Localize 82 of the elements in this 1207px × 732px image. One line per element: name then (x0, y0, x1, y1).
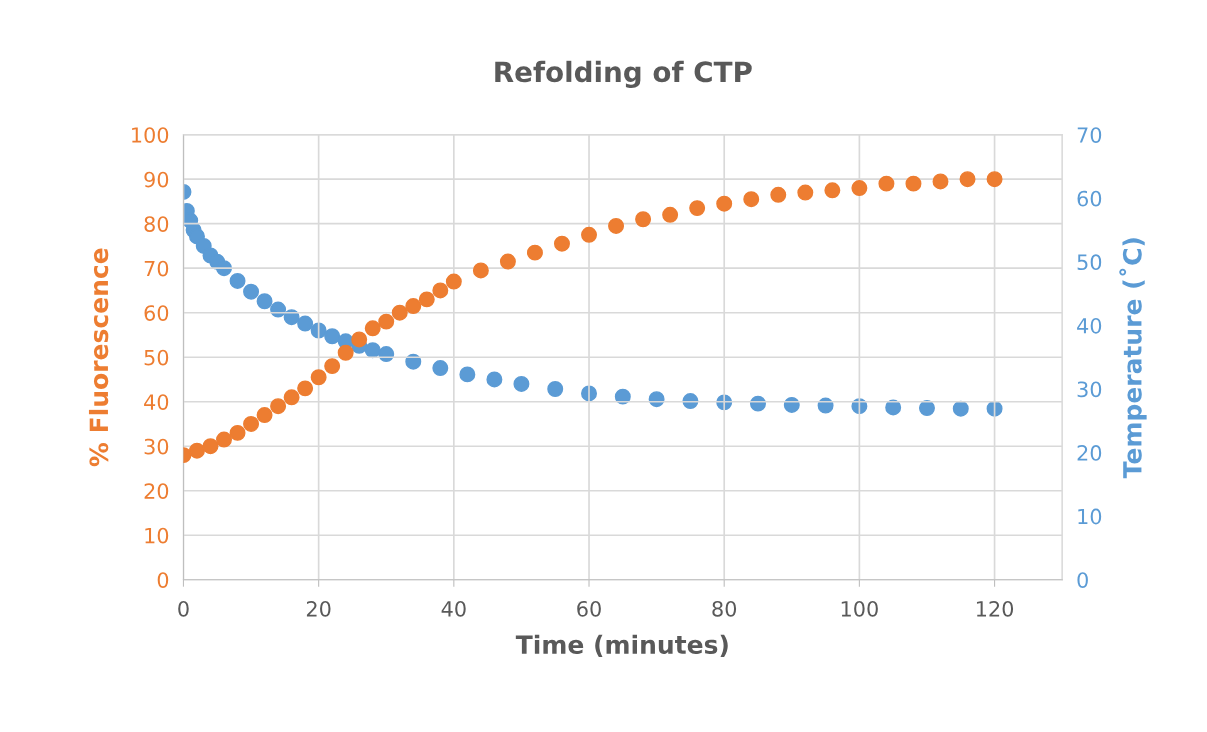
y-tick-label: 40 (144, 394, 169, 410)
x-tick-label: 120 (976, 600, 1014, 617)
y-tick-label: 100 (132, 127, 169, 143)
point (243, 283, 260, 300)
point (918, 400, 935, 417)
point (952, 400, 969, 417)
point (905, 175, 922, 192)
y2-tick-label: 70 (1077, 127, 1102, 143)
point (743, 191, 760, 208)
point (608, 217, 625, 234)
point (554, 235, 570, 252)
point (432, 282, 449, 299)
point (689, 200, 706, 217)
point (283, 389, 300, 406)
point (216, 431, 232, 448)
x-tick-label: 40 (441, 600, 466, 617)
y-tick-label: 20 (144, 483, 169, 499)
point (547, 381, 564, 397)
point (851, 180, 868, 197)
point (418, 291, 435, 308)
point (986, 171, 1003, 188)
y-tick-label: 90 (144, 171, 169, 188)
point (405, 298, 422, 315)
y-tick-label: 0 (157, 572, 169, 588)
y-tick-label: 70 (144, 260, 169, 277)
point (932, 173, 949, 190)
point (486, 371, 503, 388)
y2-tick-label: 20 (1077, 445, 1102, 461)
y-axis-title: % Fluorescence (88, 248, 109, 467)
point (364, 320, 381, 337)
y2-tick-label: 60 (1077, 190, 1102, 207)
point (635, 211, 652, 228)
point (959, 171, 976, 188)
point (256, 293, 273, 310)
x-tick-label: 60 (577, 600, 601, 617)
point (243, 415, 260, 432)
x-tick-label: 100 (841, 600, 878, 617)
point (770, 186, 787, 203)
y-tick-label: 80 (144, 216, 169, 232)
point (270, 398, 287, 415)
point (256, 407, 273, 424)
point (432, 360, 449, 377)
point (310, 369, 327, 386)
x-tick-label: 80 (712, 600, 737, 617)
point (716, 195, 733, 212)
y2-tick-label: 50 (1077, 254, 1102, 271)
point (499, 253, 516, 270)
point (229, 272, 246, 289)
point (297, 315, 314, 332)
point (824, 182, 841, 199)
point (445, 273, 462, 290)
point (581, 226, 597, 243)
point (459, 366, 476, 383)
point (513, 375, 530, 392)
x-tick-label: 20 (306, 600, 331, 617)
point (202, 438, 219, 455)
y2-tick-label: 40 (1077, 317, 1102, 334)
point (797, 184, 814, 201)
point (337, 344, 354, 361)
chart-title: Refolding of CTP (495, 60, 752, 88)
point (391, 304, 408, 321)
y-tick-label: 10 (145, 527, 169, 544)
point (324, 358, 341, 375)
point (189, 442, 205, 459)
y2-tick-label: 10 (1078, 508, 1102, 525)
y-tick-label: 30 (144, 438, 169, 455)
point (378, 313, 395, 330)
x-axis-title: Time (minutes) (515, 634, 728, 657)
point (472, 262, 489, 279)
y2-tick-label: 30 (1077, 381, 1102, 398)
point (324, 328, 341, 345)
point (229, 424, 246, 441)
point (297, 380, 314, 397)
y-tick-label: 60 (144, 305, 169, 321)
point (351, 331, 368, 348)
point (526, 244, 543, 261)
point (662, 206, 679, 223)
x-tick-label: 0 (178, 600, 189, 617)
y2-axis-title: Temperature (˚C) (1119, 238, 1147, 479)
point (878, 175, 895, 192)
y2-tick-label: 0 (1077, 572, 1088, 588)
y-tick-label: 50 (144, 349, 169, 366)
